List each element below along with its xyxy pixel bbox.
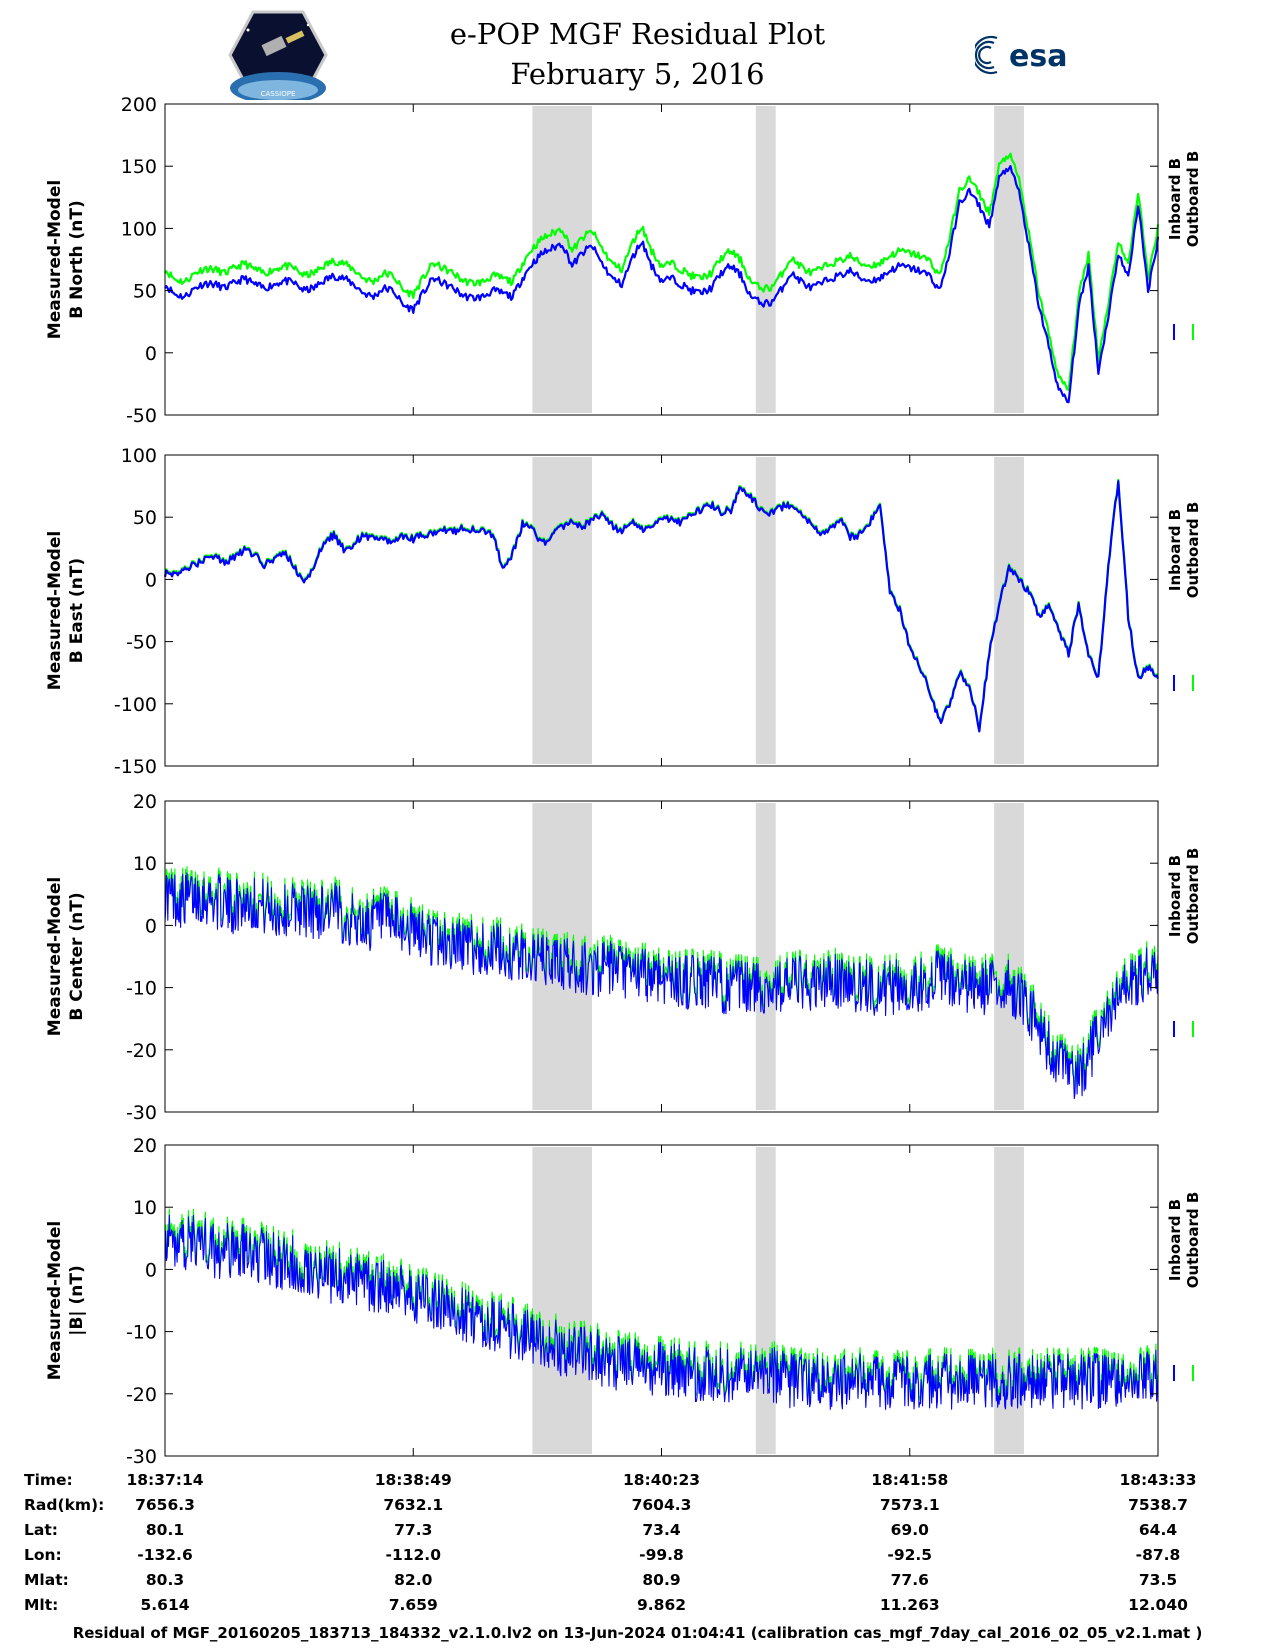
panel-3: 20 10 0 -10 -20 -30 Measured-Model B Center (nT… xyxy=(45,791,1202,1124)
shaded-region-2 xyxy=(755,457,776,764)
legend-labels: Inboard BOutboard B xyxy=(1166,151,1202,248)
title-line-2: February 5, 2016 xyxy=(510,57,765,91)
legend-labels: Inboard BOutboard B xyxy=(1166,1192,1202,1289)
y-tick-label: 50 xyxy=(133,281,157,303)
y-axis-label-line-2: B East (nT) xyxy=(67,558,87,663)
y-tick-label: 0 xyxy=(145,569,157,591)
y-axis-label-line-2: B North (nT) xyxy=(67,200,87,319)
y-tick-label: -30 xyxy=(126,1102,157,1124)
y-axis-label-line-1: Measured-Model xyxy=(45,180,65,339)
y-tick-label: 100 xyxy=(121,218,157,240)
y-axis-label-line-2: |B| (nT) xyxy=(67,1265,87,1336)
y-tick-label: -10 xyxy=(126,978,157,1000)
y-tick-label: 0 xyxy=(145,343,157,365)
legend-outboard-label: Outboard B xyxy=(1184,151,1202,248)
panel-4: 20 10 0 -10 -20 -30 Measured-Model |B| (nT) Inbo… xyxy=(45,1135,1202,1468)
y-axis-label: Measured-Model B East (nT) xyxy=(45,531,87,690)
y-axis-label-line-1: Measured-Model xyxy=(45,877,65,1036)
y-tick-label: 50 xyxy=(133,507,157,529)
shaded-region-2 xyxy=(755,1147,776,1454)
y-tick-label: 20 xyxy=(133,791,157,813)
y-tick-label: 200 xyxy=(121,94,157,116)
shaded-region-1 xyxy=(532,457,592,764)
esa-logo-text: esa xyxy=(1009,39,1067,74)
y-tick-label: -30 xyxy=(126,1446,157,1468)
shaded-region-3 xyxy=(994,803,1024,1110)
legend-inboard-label: Inboard B xyxy=(1166,1199,1184,1281)
panel-2: 100 50 0 -50 -100 -150 Measured-Model B East (n… xyxy=(45,445,1202,778)
shaded-region-1 xyxy=(532,1147,592,1454)
y-tick-label: -50 xyxy=(126,632,157,654)
y-tick-label: 10 xyxy=(133,1197,157,1219)
series-outboard-b-line xyxy=(164,152,1160,391)
series-inboard-b-line xyxy=(163,480,1159,733)
y-tick-label: 10 xyxy=(133,853,157,875)
y-tick-label: -100 xyxy=(114,694,157,716)
series-inboard-b-line xyxy=(164,872,1159,1100)
y-tick-label: -150 xyxy=(114,756,157,778)
y-axis-label-line-2: B Center (nT) xyxy=(67,892,87,1020)
y-tick-label: 0 xyxy=(145,915,157,937)
y-axis-label-line-1: Measured-Model xyxy=(45,531,65,690)
title-line-1: e-POP MGF Residual Plot xyxy=(449,17,826,51)
cassiope-logo-icon: CASSIOPE xyxy=(228,10,328,100)
y-tick-label: -10 xyxy=(126,1322,157,1344)
esa-logo-icon: esa xyxy=(975,35,1067,75)
shaded-region-2 xyxy=(755,106,776,413)
legend-inboard-label: Inboard B xyxy=(1166,855,1184,937)
legend-outboard-label: Outboard B xyxy=(1184,1192,1202,1289)
shaded-region-3 xyxy=(994,1147,1024,1454)
legend-inboard-label: Inboard B xyxy=(1166,158,1184,240)
y-axis-label: Measured-Model |B| (nT) xyxy=(45,1221,87,1380)
y-axis-label: Measured-Model B Center (nT) xyxy=(45,877,87,1036)
y-axis-label: Measured-Model B North (nT) xyxy=(45,180,87,339)
legend-labels: Inboard BOutboard B xyxy=(1166,502,1202,599)
panel-1: 200 150 100 50 0 -50 Measured-Model B North (nT… xyxy=(45,94,1202,427)
legend-inboard-label: Inboard B xyxy=(1166,509,1184,591)
legend-labels: Inboard BOutboard B xyxy=(1166,848,1202,945)
cassiope-logo-text: CASSIOPE xyxy=(261,90,296,98)
y-tick-label: 150 xyxy=(121,156,157,178)
series-inboard-b-line xyxy=(164,1214,1159,1410)
y-tick-label: 0 xyxy=(145,1259,157,1281)
shaded-region-3 xyxy=(994,106,1024,413)
y-axis-label-line-1: Measured-Model xyxy=(45,1221,65,1380)
shaded-region-1 xyxy=(532,106,592,413)
series-inboard-b-line xyxy=(164,165,1160,404)
y-tick-label: -20 xyxy=(126,1040,157,1062)
plot-title: e-POP MGF Residual Plot February 5, 2016 xyxy=(0,14,1275,94)
y-tick-label: 100 xyxy=(121,445,157,467)
y-tick-label: -50 xyxy=(126,405,157,427)
footnote: Residual of MGF_20160205_183713_184332_v… xyxy=(72,1624,1203,1642)
legend-outboard-label: Outboard B xyxy=(1184,848,1202,945)
legend-outboard-label: Outboard B xyxy=(1184,502,1202,599)
shaded-region-2 xyxy=(755,803,776,1110)
y-tick-label: -20 xyxy=(126,1384,157,1406)
y-tick-label: 20 xyxy=(133,1135,157,1157)
